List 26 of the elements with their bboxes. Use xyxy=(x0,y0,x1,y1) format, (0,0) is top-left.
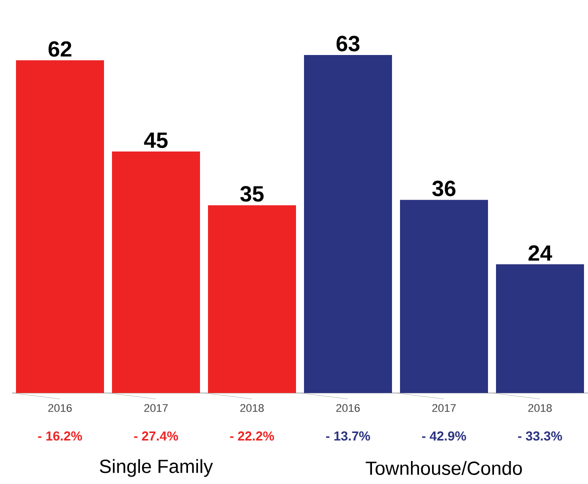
x-tick-label: 2016 xyxy=(336,404,360,412)
text: - 22.2% xyxy=(230,431,274,441)
bar xyxy=(16,60,104,393)
text: Townhouse/Condo xyxy=(366,461,522,475)
data-label: 24 xyxy=(528,245,552,261)
data-label: 62 xyxy=(48,41,72,57)
data-label: 35 xyxy=(240,186,264,202)
text: - 33.3% xyxy=(518,431,562,441)
bar xyxy=(112,152,200,393)
x-tick-label: 2017 xyxy=(432,404,456,412)
bar xyxy=(496,264,584,393)
bar xyxy=(304,54,392,393)
x-tick-label: 2018 xyxy=(240,404,264,412)
x-tick-label: 2016 xyxy=(48,404,72,412)
text: - 13.7% xyxy=(326,431,370,441)
bar xyxy=(400,200,488,393)
text: Single Family xyxy=(100,459,213,477)
text: - 42.9% xyxy=(422,431,466,441)
x-tick-label: 2018 xyxy=(528,404,552,412)
x-tick-label: 2017 xyxy=(144,404,168,412)
bar xyxy=(208,205,296,393)
data-label: 36 xyxy=(432,180,456,196)
data-label: 45 xyxy=(144,132,168,148)
data-label: 63 xyxy=(336,36,360,52)
text: - 16.2% xyxy=(38,431,82,441)
text: - 27.4% xyxy=(134,431,178,441)
